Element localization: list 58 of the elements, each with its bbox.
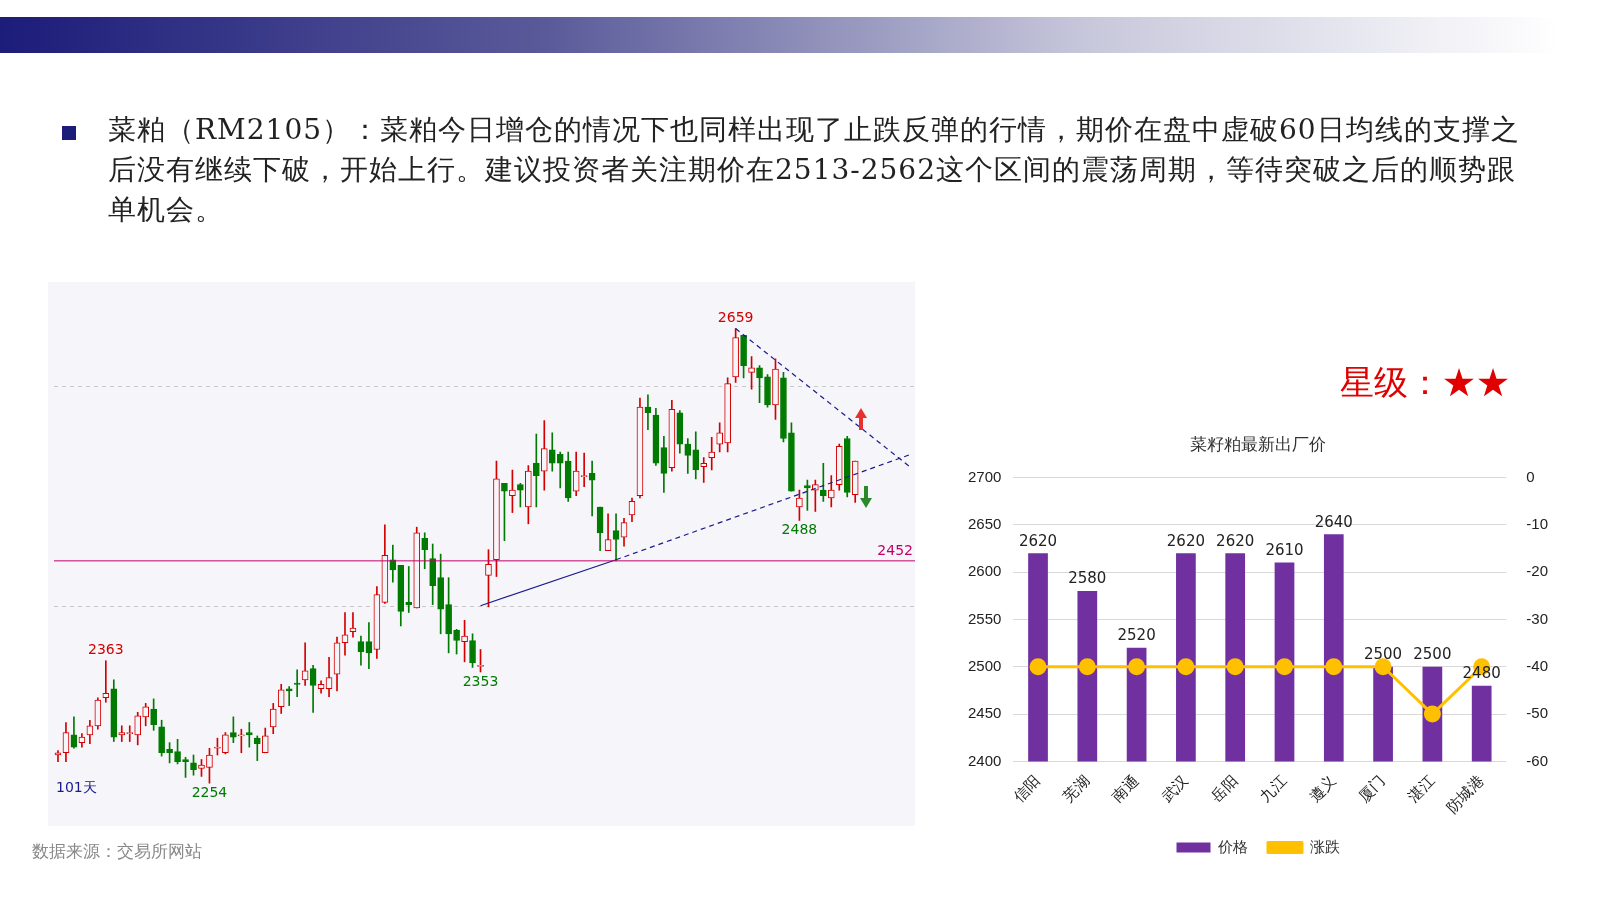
candlestick — [293, 669, 301, 697]
x-tick-label: 南通 — [1108, 771, 1142, 806]
y2-tick-label: -30 — [1526, 609, 1549, 627]
annotation: 2254 — [191, 783, 228, 800]
y-tick-label: 2550 — [967, 609, 1002, 627]
data-label: 2640 — [1314, 512, 1353, 531]
candlestick — [253, 735, 261, 761]
y2-tick-label: -10 — [1526, 514, 1549, 532]
text: 星级：★★ — [1340, 361, 1510, 404]
chart-title: 菜粕（RM2105）：菜粕今日增仓的情况下也同样出现了止跌反弹的行情，期价在盘中虚破60日均线的支撑之后没有继续下破，开始上行。建议投资者关注期价在2513-2562这个区间的震荡周期，等待突破之后的顺势跟单机会。 — [108, 112, 1521, 228]
x-tick-label: 遵义 — [1305, 771, 1339, 806]
candlestick — [245, 722, 253, 748]
data-label: 2620 — [1166, 531, 1205, 550]
y2-tick-label: -20 — [1526, 562, 1549, 580]
legend-label: 价格 — [1217, 837, 1248, 855]
x-tick-label: 信阳 — [1009, 771, 1044, 806]
x-tick-label: 湛江 — [1404, 771, 1438, 806]
ref-line-label: 2452 — [877, 542, 913, 559]
candlestick — [700, 457, 708, 483]
x-tick-label: 厦门 — [1354, 771, 1389, 806]
annotation: 2488 — [781, 521, 818, 538]
data-label: 2610 — [1265, 541, 1304, 560]
annotation: 101天 — [56, 779, 97, 796]
y-tick-label: 2400 — [967, 751, 1002, 769]
candlestick — [102, 660, 110, 703]
y2-tick-label: -40 — [1526, 656, 1549, 674]
data-label: 2580 — [1068, 569, 1107, 588]
x-tick-label: 芜湖 — [1059, 771, 1093, 806]
x-tick-label: 岳阳 — [1207, 771, 1241, 806]
y2-tick-label: 0 — [1526, 467, 1535, 485]
y-tick-label: 2500 — [967, 656, 1002, 674]
y2-tick-label: -50 — [1526, 704, 1549, 722]
chart-title: 菜籽粕最新出厂价 — [1190, 433, 1326, 454]
candlestick — [819, 462, 827, 502]
candlestick — [708, 437, 716, 471]
x-tick-label: 武汉 — [1157, 771, 1191, 806]
annotation: 2659 — [717, 309, 754, 326]
x-tick-label: 九江 — [1256, 771, 1290, 806]
x-tick-label: 防城港 — [1442, 771, 1487, 816]
annotation: 2353 — [462, 672, 499, 689]
legend-label: 涨跌 — [1309, 837, 1340, 855]
data-label: 2500 — [1413, 645, 1452, 664]
annotation: 2363 — [88, 641, 124, 658]
candlestick — [118, 725, 126, 742]
data-label: 2620 — [1216, 531, 1255, 550]
y-tick-label: 2600 — [967, 562, 1002, 580]
candlestick — [285, 686, 293, 706]
data-label: 2500 — [1363, 645, 1403, 664]
candlestick — [54, 750, 62, 763]
y-tick-label: 2650 — [967, 514, 1002, 532]
y2-tick-label: -60 — [1526, 751, 1549, 769]
data-label: 2620 — [1018, 531, 1058, 550]
data-label: 2520 — [1117, 626, 1156, 645]
y-tick-label: 2450 — [967, 704, 1002, 722]
source-note: 数据来源：交易所网站 — [32, 840, 202, 863]
y-tick-label: 2700 — [967, 467, 1002, 485]
candlestick — [405, 566, 413, 613]
candlestick — [532, 433, 540, 508]
